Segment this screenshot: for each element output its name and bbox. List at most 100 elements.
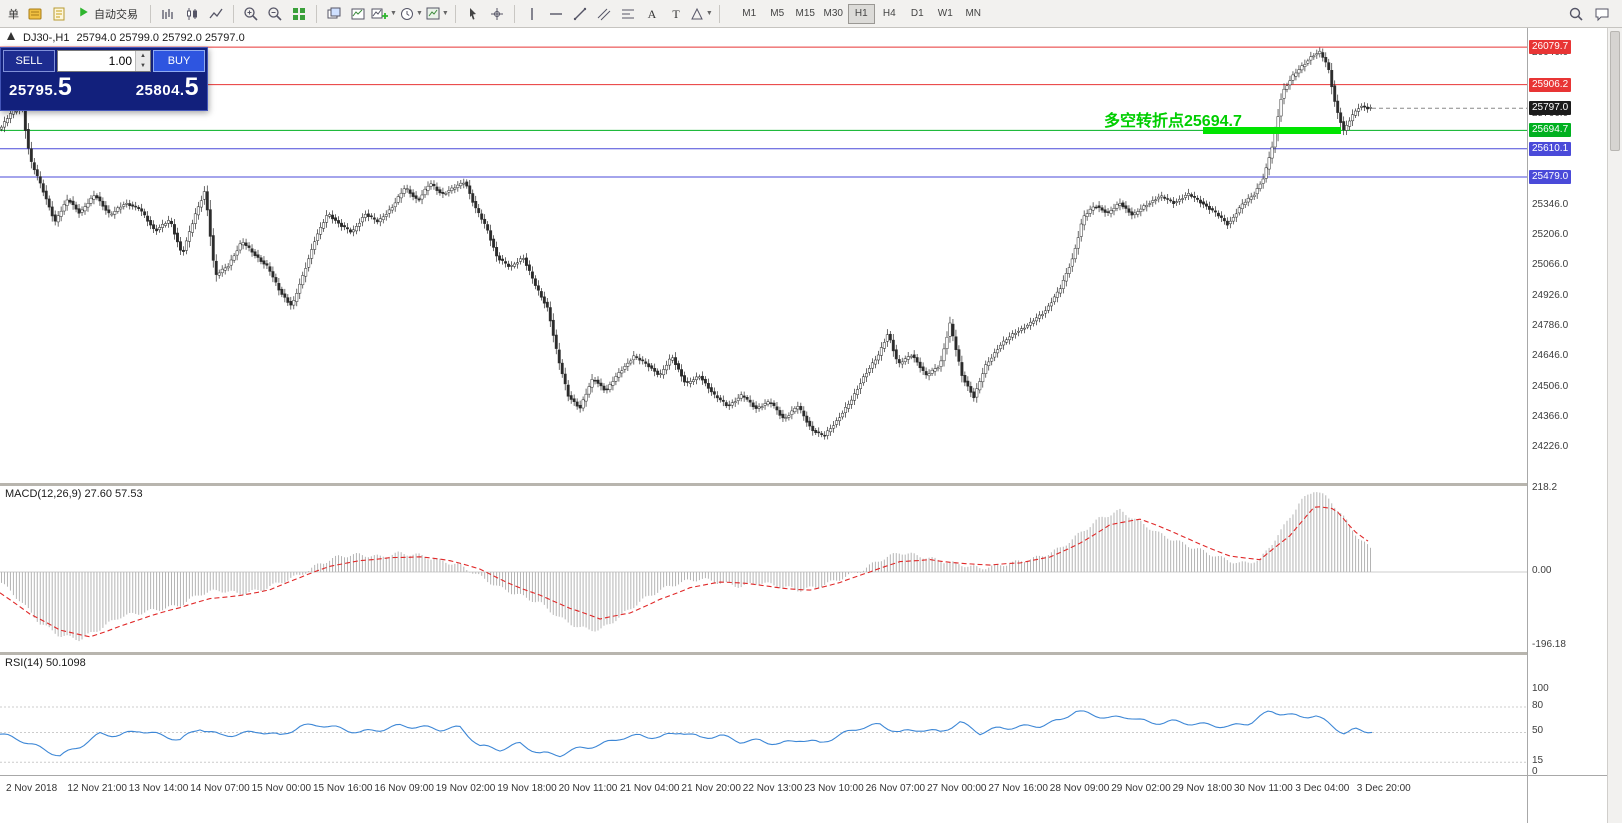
bar-chart-icon[interactable] (157, 3, 179, 25)
rsi-label: RSI(14) 50.1098 (5, 657, 86, 669)
axis-tick-label: 25346.0 (1532, 198, 1569, 210)
line-chart-icon[interactable] (205, 3, 227, 25)
time-label: 20 Nov 11:00 (558, 783, 618, 794)
time-label: 29 Nov 02:00 (1111, 783, 1171, 794)
cascade-windows-icon[interactable] (323, 3, 345, 25)
timeframe-button-m5[interactable]: M5 (764, 4, 791, 24)
axis-tick-label: 218.2 (1532, 482, 1558, 493)
shapes-tool-icon[interactable]: ▼ (689, 3, 713, 25)
volume-input[interactable] (58, 51, 135, 71)
axis-tick-label: 100 (1532, 683, 1549, 694)
horizontal-line-tool-icon[interactable] (545, 3, 567, 25)
indicators-icon[interactable] (347, 3, 369, 25)
gold-book-icon[interactable] (24, 3, 46, 25)
sell-button[interactable]: SELL (3, 50, 55, 72)
time-label: 28 Nov 09:00 (1049, 783, 1110, 794)
svg-text:A: A (647, 7, 656, 21)
price-label-box: 25694.7 (1529, 123, 1572, 138)
timeframe-button-mn[interactable]: MN (960, 4, 987, 24)
price-label-box: 26079.7 (1529, 40, 1572, 55)
timeframe-button-h1[interactable]: H1 (847, 3, 875, 24)
search-icon[interactable] (1565, 3, 1587, 25)
buy-price-pip: 5 (184, 73, 199, 101)
timeframe-button-w1[interactable]: W1 (932, 4, 959, 24)
scrollbar-thumb[interactable] (1610, 31, 1620, 151)
time-label: 21 Nov 20:00 (681, 783, 741, 794)
ohlc-values: 25794.0 25799.0 25792.0 25797.0 (76, 31, 245, 44)
axis-tick-label: 24786.0 (1532, 319, 1569, 331)
vertical-scrollbar[interactable] (1607, 28, 1622, 823)
checklist-icon[interactable] (48, 3, 70, 25)
clock-icon[interactable]: ▼ (399, 3, 423, 25)
symbol-info-line: DJ30-,H1 25794.0 25799.0 25792.0 25797.0 (6, 31, 245, 44)
panel-divider[interactable] (0, 483, 1607, 486)
price-chart-svg[interactable] (0, 28, 1527, 483)
channel-tool-icon[interactable] (593, 3, 615, 25)
buy-button[interactable]: BUY (153, 50, 205, 72)
trendline-tool-icon[interactable] (569, 3, 591, 25)
timeframe-button-h4[interactable]: H4 (876, 4, 903, 24)
time-label: 19 Nov 18:00 (497, 783, 557, 794)
time-label: 15 Nov 00:00 (251, 783, 312, 794)
axis-tick-label: 0.00 (1532, 565, 1552, 576)
template-icon[interactable]: ▼ (425, 3, 449, 25)
macd-indicator-svg[interactable] (0, 486, 1527, 652)
macd-label: MACD(12,26,9) 27.60 57.53 (5, 488, 143, 500)
time-label: 3 Dec 04:00 (1295, 783, 1350, 794)
price-label-box: 25610.1 (1529, 141, 1572, 156)
zoom-out-icon[interactable] (264, 3, 286, 25)
timeframe-button-d1[interactable]: D1 (904, 4, 931, 24)
buy-price[interactable]: 25804. 5 (136, 75, 199, 100)
timeframe-button-m15[interactable]: M15 (792, 4, 819, 24)
chevron-down-icon: ▼ (415, 10, 423, 17)
label-tool-icon[interactable]: T (665, 3, 687, 25)
vertical-line-tool-icon[interactable] (521, 3, 543, 25)
buy-price-main: 25804. (135, 82, 185, 99)
one-click-trading-panel: SELL ▲ ▼ BUY 25795.5 25804.5 (0, 47, 208, 111)
axis-corner (1527, 775, 1607, 823)
axis-tick-label: 25066.0 (1532, 259, 1569, 271)
timeframe-toolbar: M1 M5 M15 M30 H1 H4 D1 W1 MN (736, 3, 987, 24)
play-icon (78, 6, 90, 21)
rsi-indicator-svg[interactable] (0, 655, 1527, 775)
time-label: 13 Nov 14:00 (128, 783, 189, 794)
volume-up-button[interactable]: ▲ (136, 51, 150, 61)
autotrading-button[interactable]: 自动交易 (72, 3, 144, 25)
price-label-box: 25797.0 (1529, 101, 1572, 116)
time-label: 29 Nov 18:00 (1172, 783, 1233, 794)
autotrading-label: 自动交易 (94, 8, 138, 21)
panel-divider[interactable] (0, 652, 1607, 655)
axis-tick-label: 24646.0 (1532, 350, 1569, 362)
candlestick-chart-icon[interactable] (181, 3, 203, 25)
timeframe-button-m30[interactable]: M30 (820, 4, 847, 24)
separator (454, 4, 456, 23)
volume-down-button[interactable]: ▼ (136, 61, 150, 71)
new-chart-icon[interactable]: ▼ (371, 3, 397, 25)
separator (316, 4, 317, 23)
time-label: 23 Nov 10:00 (804, 783, 864, 794)
svg-text:T: T (672, 7, 680, 21)
axis-tick-label: 25206.0 (1532, 229, 1569, 241)
timeframe-button-m1[interactable]: M1 (736, 4, 763, 24)
chart-window[interactable]: DJ30-,H1 25794.0 25799.0 25792.0 25797.0… (0, 28, 1622, 823)
new-order-label[interactable]: 单 (8, 8, 19, 21)
sell-price[interactable]: 25795. 5 (9, 75, 72, 100)
time-label: 30 Nov 11:00 (1234, 783, 1293, 794)
text-tool-icon[interactable]: A (641, 3, 663, 25)
fibonacci-tool-icon[interactable] (617, 3, 639, 25)
toolbar-right-group (1565, 3, 1617, 25)
chat-icon[interactable] (1591, 3, 1613, 25)
time-label: 2 Nov 2018 (6, 783, 58, 794)
crosshair-icon[interactable] (486, 3, 508, 25)
volume-control: ▲ ▼ (57, 50, 151, 72)
pivot-annotation: 多空转折点25694.7 (1104, 113, 1242, 130)
chevron-down-icon: ▼ (390, 10, 397, 17)
main-toolbar: 单 自动交易 ▼ ▼ ▼ A T ▼ M1 M5 M15 M30 H1 H4 D (0, 0, 1622, 28)
price-axis[interactable]: 26046.025766.025346.025206.025066.024926… (1527, 28, 1607, 777)
cursor-icon[interactable] (462, 3, 484, 25)
time-label: 26 Nov 07:00 (865, 783, 926, 794)
time-axis[interactable]: 2 Nov 2018 12 Nov 21:00 13 Nov 14:00 14 Nov… (0, 775, 1527, 823)
zoom-in-icon[interactable] (240, 3, 262, 25)
tile-windows-icon[interactable] (288, 3, 310, 25)
